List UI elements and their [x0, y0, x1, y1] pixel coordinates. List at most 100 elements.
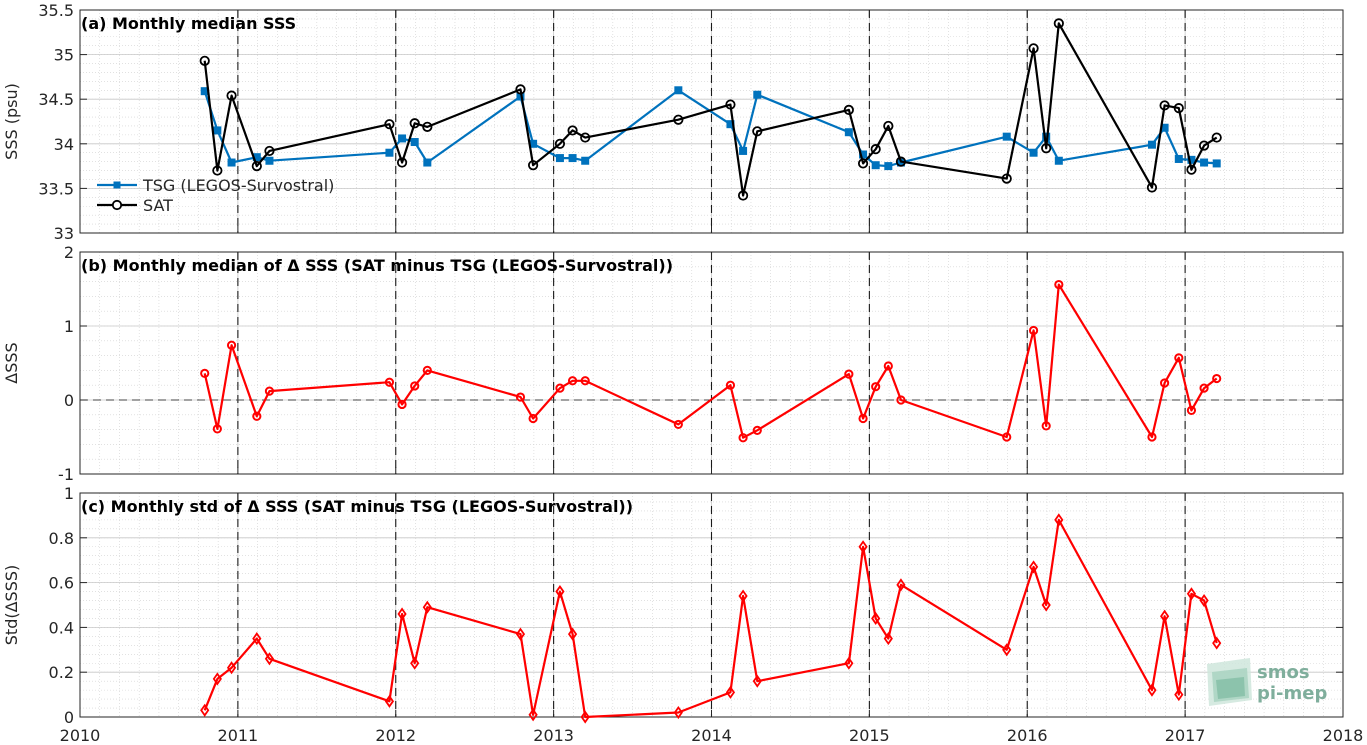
- a-data-point-sat: [870, 144, 881, 155]
- a-data-point-tsg: [1002, 132, 1011, 141]
- a-data-point-sat: [580, 132, 591, 143]
- b-data-point-delta: [871, 382, 881, 392]
- a-data-point-sat: [1041, 143, 1052, 154]
- x-tick-label: 2011: [218, 726, 259, 745]
- a-data-point-tsg: [227, 158, 236, 167]
- b-data-point-delta: [384, 377, 395, 387]
- a-data-point-sat: [883, 120, 894, 132]
- b-data-point-delta: [752, 425, 762, 435]
- c-data-point-delta: [1147, 683, 1157, 697]
- c-data-point-delta: [1199, 593, 1209, 608]
- c-panel-title: (c) Monthly std of Δ SSS (SAT minus TSG …: [81, 497, 633, 516]
- a-data-point-sat: [528, 160, 539, 171]
- b-data-point-delta: [252, 411, 262, 421]
- a-data-point-sat: [567, 125, 578, 136]
- c-y-tick-label: 0.6: [49, 574, 74, 593]
- a-data-point-sat: [1146, 182, 1158, 193]
- c-data-point-delta: [1028, 560, 1039, 574]
- b-data-point-delta: [1212, 373, 1222, 384]
- a-y-tick-label: 33: [54, 224, 74, 243]
- a-data-point-sat: [843, 104, 854, 116]
- a-y-tick-label: 34.5: [38, 90, 74, 109]
- a-y-tick-label: 34: [54, 135, 74, 154]
- logo-mark-icon: [1207, 658, 1252, 706]
- c-data-point-delta: [200, 703, 210, 717]
- logo-text-pimep: pi-mep: [1257, 683, 1327, 704]
- c-series-line-delta: [203, 518, 1218, 719]
- c-y-tick-label: 1: [64, 484, 74, 503]
- c-data-point-delta: [1054, 513, 1064, 527]
- b-data-point-delta: [1147, 432, 1157, 442]
- b-data-point-delta: [673, 419, 683, 430]
- a-data-point-tsg: [410, 138, 419, 147]
- a-data-point-tsg: [265, 156, 274, 165]
- b-panel-title: (b) Monthly median of Δ SSS (SAT minus T…: [81, 256, 673, 275]
- b-data-point-delta: [1174, 353, 1184, 363]
- c-data-point-delta: [410, 656, 420, 670]
- a-data-point-tsg: [871, 161, 880, 170]
- b-y-tick-label: 1: [64, 317, 74, 336]
- a-data-point-sat: [199, 55, 210, 66]
- b-data-point-delta: [725, 380, 736, 390]
- a-series-line-sat: [203, 22, 1218, 197]
- panel-c-monthly-std-delta-sss: 0 0.2 0.4 0.6 0.8 1 Std(ΔSSS) (c) Monthly std o…: [2, 484, 1344, 727]
- a-panel-title: (a) Monthly median SSS: [81, 14, 296, 33]
- a-data-point-sat: [384, 119, 395, 130]
- a-data-point-sat: [895, 156, 907, 167]
- x-tick-label: 2016: [1007, 726, 1048, 745]
- a-data-point-sat: [1001, 173, 1012, 184]
- b-data-point-delta: [738, 433, 748, 443]
- a-data-point-tsg: [739, 146, 748, 155]
- legend-label-sat: SAT: [143, 196, 173, 215]
- c-data-point-delta: [752, 674, 762, 688]
- a-data-point-tsg: [555, 154, 564, 163]
- b-y-tick-label: 2: [64, 243, 74, 262]
- a-data-point-tsg: [568, 154, 577, 163]
- a-data-point-tsg: [1174, 154, 1183, 163]
- x-tick-label: 2018: [1323, 726, 1364, 745]
- c-data-point-delta: [1186, 587, 1197, 601]
- b-data-point-delta: [1041, 421, 1051, 431]
- c-data-point-delta: [528, 708, 538, 722]
- c-data-point-delta: [212, 672, 222, 686]
- c-data-point-delta: [844, 656, 854, 670]
- b-data-point-delta: [1002, 432, 1012, 442]
- c-data-point-delta: [264, 652, 275, 666]
- a-data-point-sat: [1173, 103, 1184, 114]
- a-data-point-sat: [212, 165, 223, 176]
- b-data-point-delta: [844, 369, 854, 379]
- a-y-tick-label: 33.5: [38, 179, 74, 198]
- c-data-point-delta: [871, 611, 881, 626]
- a-y-tick-label: 35.5: [38, 1, 74, 20]
- smos-pi-mep-logo: smos pi-mep: [1207, 658, 1327, 706]
- a-data-point-sat: [673, 114, 684, 125]
- b-y-tick-label: 0: [64, 391, 74, 410]
- b-data-point-delta: [1160, 378, 1170, 388]
- a-data-point-sat: [251, 161, 262, 172]
- x-axis-tick-labels: 2010 2011 2012 2013 2014 2015 2016 2017 2018: [60, 726, 1364, 745]
- c-data-point-delta: [858, 540, 868, 554]
- a-data-point-tsg: [1200, 158, 1209, 167]
- b-data-point-delta: [422, 365, 432, 375]
- a-data-point-tsg: [1054, 156, 1063, 165]
- a-data-point-tsg: [1212, 159, 1221, 168]
- c-data-point-delta: [1160, 609, 1170, 623]
- a-data-point-tsg: [859, 150, 868, 159]
- b-data-point-delta: [410, 381, 420, 391]
- x-tick-label: 2015: [849, 726, 890, 745]
- b-data-point-delta: [1028, 325, 1039, 336]
- c-data-point-delta: [883, 632, 893, 646]
- a-y-tick-label: 35: [54, 46, 74, 65]
- c-data-point-delta: [1002, 643, 1012, 657]
- a-data-point-sat: [725, 99, 736, 110]
- a-y-axis-label: SSS (psu): [2, 83, 21, 160]
- panel-a-monthly-median-sss: 33 33.5 34 34.5 35 35.5 SSS (psu) (a) Monthly m…: [2, 1, 1344, 243]
- a-data-point-sat: [1186, 164, 1197, 175]
- b-data-point-delta: [555, 383, 565, 393]
- c-data-point-delta: [515, 627, 526, 641]
- c-data-point-delta: [725, 685, 736, 699]
- b-data-point-delta: [1186, 405, 1197, 415]
- a-data-point-sat: [409, 118, 420, 129]
- a-data-point-sat: [1198, 140, 1210, 151]
- c-data-point-delta: [384, 694, 395, 708]
